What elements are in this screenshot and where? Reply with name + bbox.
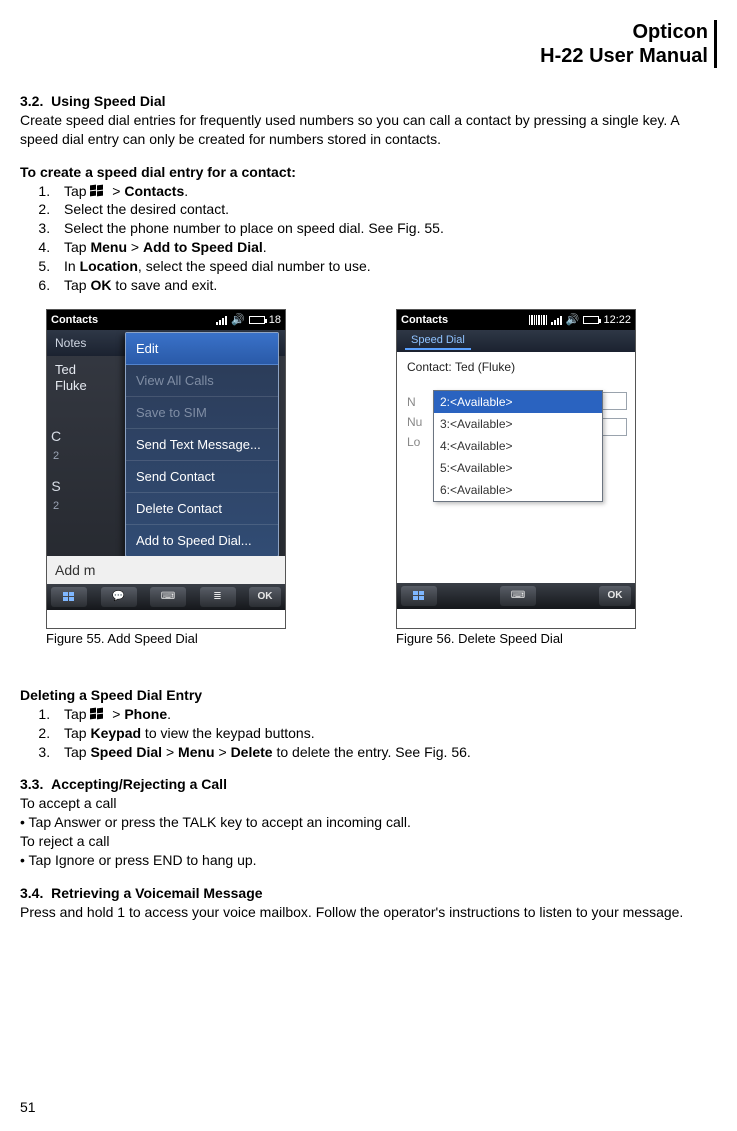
volume-icon: 🔊 [231,313,245,326]
tab-bar: Speed Dial [397,330,635,352]
ok-button[interactable]: OK [249,587,281,607]
signal-icon [551,315,562,325]
figures-row: Contacts 🔊 18 Notes Ted Fluke C [46,309,717,646]
contact-name[interactable]: Ted Fluke [47,356,125,399]
dropdown-option[interactable]: 3:<Available> [434,413,602,435]
step-1: Tap > Contacts. [54,182,717,201]
s33-line-2: • Tap Answer or press the TALK key to ac… [20,813,717,832]
start-icon [90,185,104,197]
section-3-2-heading: 3.2. Using Speed Dial [20,92,717,111]
step-6: Tap OK to save and exit. [54,276,717,295]
menu-item[interactable]: Add to Speed Dial... [126,525,278,556]
page-number: 51 [20,1099,36,1115]
bottom-bar: ⌨ OK [397,583,635,609]
deleting-heading: Deleting a Speed Dial Entry [20,686,717,705]
signal-icon [216,315,227,325]
clock: 18 [269,314,281,326]
product-name: H-22 User Manual [20,44,708,68]
menu-item[interactable]: Send Text Message... [126,429,278,461]
add-more-row[interactable]: Add m [47,556,285,584]
volume-icon: 🔊 [566,313,580,326]
start-icon [90,708,104,720]
del-step-2: Tap Keypad to view the keypad buttons. [54,724,717,743]
bottom-bar: 💬 ⌨ ≣ OK [47,584,285,610]
dropdown-option[interactable]: 4:<Available> [434,435,602,457]
location-dropdown[interactable]: 2:<Available>3:<Available>4:<Available>5… [433,390,603,502]
menu-item[interactable]: Edit [126,333,278,365]
start-button[interactable] [51,587,87,607]
side-letters: C 2 S 2 [51,426,61,516]
doc-header: Opticon H-22 User Manual [20,20,717,68]
menu-item[interactable]: Send Contact [126,461,278,493]
chat-button[interactable]: 💬 [101,587,137,607]
figure-56: Contacts 🔊 12:22 Speed Dial Contact: Ted… [396,309,636,646]
dropdown-option[interactable]: 5:<Available> [434,457,602,479]
step-5: In Location, select the speed dial numbe… [54,257,717,276]
deleting-steps-list: Tap > Phone. Tap Keypad to view the keyp… [20,705,717,762]
figure-56-caption: Figure 56. Delete Speed Dial [396,631,636,646]
start-button[interactable] [401,586,437,606]
ok-button[interactable]: OK [599,586,631,606]
status-bar: Contacts 🔊 12:22 [397,310,635,330]
section-3-3-heading: 3.3. Accepting/Rejecting a Call [20,775,717,794]
phone-screenshot-56: Contacts 🔊 12:22 Speed Dial Contact: Ted… [396,309,636,629]
hidden-labels: N Nu Lo [407,392,422,452]
phone-screenshot-55: Contacts 🔊 18 Notes Ted Fluke C [46,309,286,629]
s33-line-4: • Tap Ignore or press END to hang up. [20,851,717,870]
step-2: Select the desired contact. [54,200,717,219]
menu-item[interactable]: Save to SIM [126,397,278,429]
menu-item[interactable]: Delete Contact [126,493,278,525]
status-title: Contacts [401,314,448,326]
del-step-3: Tap Speed Dial > Menu > Delete to delete… [54,743,717,762]
menu-button[interactable]: ≣ [200,587,236,607]
keypad-button[interactable]: ⌨ [500,586,536,606]
barcode-icon [529,315,547,325]
s34-body: Press and hold 1 to access your voice ma… [20,903,717,922]
s33-line-1: To accept a call [20,794,717,813]
figure-55-caption: Figure 55. Add Speed Dial [46,631,286,646]
keypad-button[interactable]: ⌨ [150,587,186,607]
brand-name: Opticon [20,20,708,44]
dropdown-option[interactable]: 2:<Available> [434,391,602,413]
battery-icon [249,316,265,324]
s33-line-3: To reject a call [20,832,717,851]
battery-icon [583,316,599,324]
del-step-1: Tap > Phone. [54,705,717,724]
section-3-2-intro: Create speed dial entries for frequently… [20,111,717,149]
create-heading: To create a speed dial entry for a conta… [20,163,717,182]
menu-item[interactable]: View All Calls [126,365,278,397]
contact-row: Contact: Ted (Fluke) [407,360,625,374]
step-4: Tap Menu > Add to Speed Dial. [54,238,717,257]
section-3-4-heading: 3.4. Retrieving a Voicemail Message [20,884,717,903]
figure-55: Contacts 🔊 18 Notes Ted Fluke C [46,309,286,646]
tab-speed-dial[interactable]: Speed Dial [405,332,471,350]
context-menu: EditView All CallsSave to SIMSend Text M… [125,332,279,557]
dropdown-option[interactable]: 6:<Available> [434,479,602,501]
step-3: Select the phone number to place on spee… [54,219,717,238]
status-title: Contacts [51,314,98,326]
clock: 12:22 [603,314,631,326]
create-steps-list: Tap > Contacts. Select the desired conta… [20,182,717,295]
status-bar: Contacts 🔊 18 [47,310,285,330]
